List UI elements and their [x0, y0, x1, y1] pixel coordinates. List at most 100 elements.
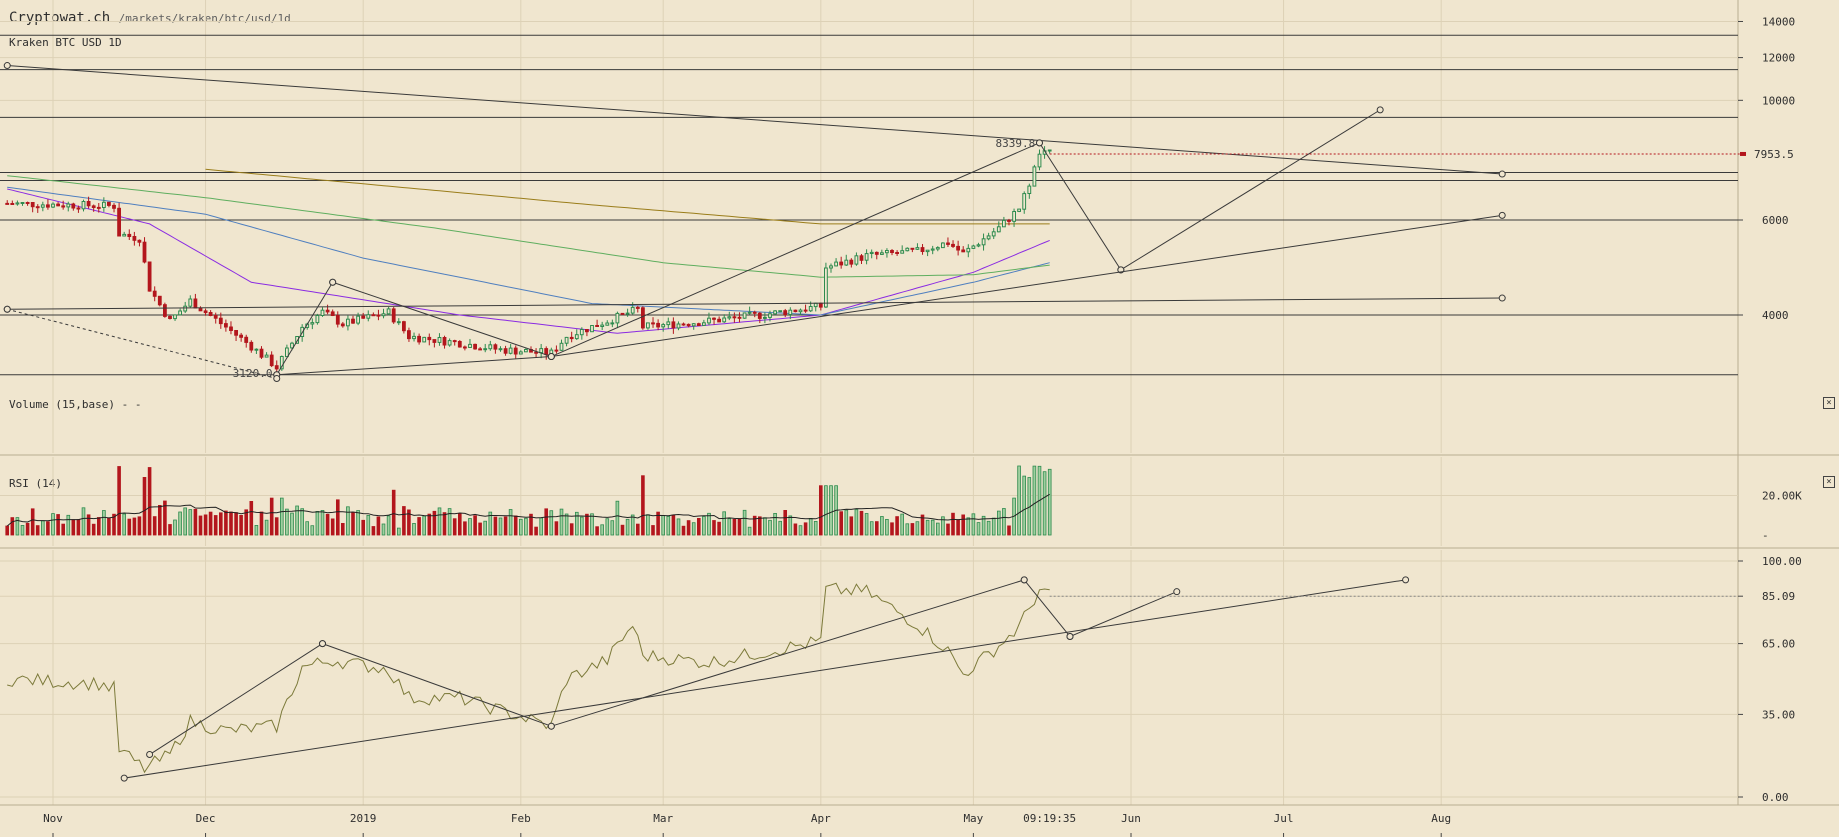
- candle: [508, 347, 513, 354]
- volume-bar: [920, 514, 925, 536]
- volume-bar: [432, 510, 437, 536]
- candle: [335, 315, 340, 325]
- candle: [381, 313, 386, 317]
- price-tick-label: 6000: [1762, 214, 1789, 227]
- volume-bar: [473, 515, 477, 536]
- volume-bar: [534, 526, 538, 536]
- volume-bar: [656, 511, 660, 536]
- candle: [503, 348, 508, 354]
- volume-bar: [722, 511, 726, 536]
- volume-bar: [468, 518, 472, 536]
- candle: [869, 251, 874, 254]
- candle: [1032, 166, 1037, 187]
- trendline: [1120, 109, 1381, 271]
- trendline: [7, 65, 1503, 175]
- candle: [941, 242, 945, 249]
- volume-bar: [315, 510, 320, 536]
- volume-bar: [544, 508, 548, 536]
- rsi-tick-label: 35.00: [1762, 708, 1795, 721]
- candle: [447, 340, 452, 346]
- candle: [574, 334, 579, 340]
- volume-bar: [864, 513, 869, 536]
- candle: [895, 252, 900, 254]
- candle: [417, 335, 422, 343]
- candle: [320, 309, 325, 317]
- candle: [900, 250, 905, 254]
- volume-bar: [264, 519, 269, 536]
- volume-bar: [249, 500, 254, 536]
- trendline-handle: [1173, 588, 1181, 596]
- volume-bar: [569, 523, 574, 536]
- candle: [864, 253, 869, 261]
- candle: [117, 207, 121, 237]
- moving-average-3: [7, 175, 1050, 278]
- candle: [61, 205, 66, 208]
- candle: [86, 201, 91, 207]
- volume-bar: [422, 515, 426, 536]
- candle: [925, 249, 930, 253]
- rsi-panel-label: RSI (14): [9, 477, 62, 490]
- volume-tick-label: 20.00K: [1762, 490, 1802, 503]
- candle: [534, 351, 539, 354]
- volume-bar: [183, 507, 188, 536]
- candle: [412, 335, 416, 340]
- moving-averages: [7, 168, 1050, 334]
- volume-bar: [391, 489, 396, 536]
- close-volume-icon[interactable]: ×: [1823, 397, 1835, 409]
- candle: [763, 316, 767, 319]
- volume-bar: [580, 516, 584, 536]
- candle: [437, 337, 442, 343]
- volume-bar: [742, 509, 747, 536]
- candle: [778, 310, 783, 313]
- volume-bar: [615, 500, 620, 536]
- rsi-trendline: [1069, 591, 1177, 637]
- candle: [193, 298, 198, 309]
- candle: [559, 342, 564, 351]
- close-rsi-icon[interactable]: ×: [1823, 476, 1835, 488]
- volume-bar: [793, 523, 798, 536]
- volume-bar: [859, 510, 864, 536]
- volume-bar: [895, 516, 899, 536]
- volume-bar: [981, 515, 986, 536]
- candle: [178, 310, 182, 316]
- volume-bar: [910, 523, 915, 536]
- moving-average-4: [205, 168, 1050, 225]
- volume-bar: [295, 505, 299, 536]
- site-name[interactable]: Cryptowat.ch: [9, 10, 111, 26]
- price-tick-label: 14000: [1762, 15, 1795, 28]
- candle: [295, 336, 300, 344]
- volume-bar: [946, 523, 950, 536]
- volume-bar: [97, 517, 101, 536]
- candle: [757, 312, 762, 319]
- candle: [625, 312, 630, 315]
- candle: [737, 316, 742, 319]
- candle: [834, 261, 839, 267]
- candle: [859, 255, 864, 261]
- volume-bar: [880, 516, 884, 536]
- volume-bar: [819, 485, 823, 536]
- trendline-handle: [273, 375, 281, 383]
- candle: [585, 329, 589, 333]
- trendline-handle: [1402, 576, 1410, 584]
- candle: [620, 312, 625, 315]
- candle: [768, 313, 772, 318]
- volume-bar: [702, 516, 706, 536]
- volume-bar: [122, 513, 127, 536]
- candle: [513, 347, 518, 355]
- candle: [569, 336, 574, 340]
- candle: [468, 343, 472, 348]
- candle: [849, 259, 854, 265]
- volume-bar: [697, 518, 701, 536]
- candle: [493, 344, 498, 350]
- time-tick-label: Mar: [653, 812, 673, 825]
- candle: [340, 323, 345, 327]
- time-tick-label: May: [963, 812, 983, 825]
- candle: [595, 325, 600, 327]
- candle: [402, 321, 406, 332]
- candle: [71, 203, 76, 209]
- candle: [1047, 149, 1052, 152]
- volume-bar: [686, 520, 691, 536]
- candle: [691, 323, 696, 327]
- candle: [81, 201, 86, 210]
